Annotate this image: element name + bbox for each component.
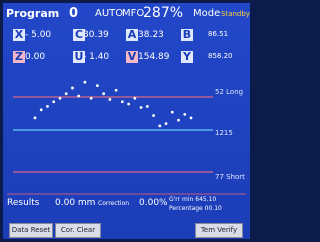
data-point	[52, 100, 55, 103]
correction: 0.00%	[139, 199, 168, 208]
data-point	[121, 100, 124, 103]
button[interactable]: Tem Verify	[195, 223, 243, 238]
data-point	[140, 106, 143, 109]
data-point	[77, 95, 80, 98]
data-point	[46, 105, 49, 108]
button[interactable]: Cor. Clear	[55, 223, 101, 238]
data-point	[127, 103, 130, 106]
data-point	[190, 116, 193, 119]
data-point	[177, 119, 180, 122]
data-point	[34, 116, 37, 119]
result-value: 0.00 mm	[55, 199, 95, 208]
data-point	[115, 89, 118, 92]
button[interactable]: Data Reset	[9, 223, 53, 238]
data-point	[171, 111, 174, 114]
data-point	[59, 97, 62, 100]
short-label: 77 Short	[215, 174, 245, 181]
data-point	[40, 108, 43, 111]
correction-label: Correction	[98, 201, 129, 207]
data-point	[183, 113, 186, 116]
data-point	[108, 98, 111, 101]
data-point	[102, 92, 105, 95]
data-point	[133, 97, 136, 100]
data-point	[165, 122, 168, 125]
long-label: 52 Long	[215, 89, 243, 96]
center-label: 1215	[215, 130, 233, 137]
data-point	[152, 114, 155, 117]
data-point	[90, 97, 93, 100]
data-point	[158, 125, 161, 128]
data-point	[71, 87, 74, 90]
data-point	[65, 92, 68, 95]
percentage: Percentage 00.10	[169, 206, 222, 212]
screen: Program 0 AUTO MFO 287% Mode Standby X- …	[3, 3, 250, 239]
data-point	[96, 84, 99, 87]
data-point	[146, 105, 149, 108]
data-point	[84, 81, 87, 84]
results-label: Results	[7, 199, 40, 208]
grr: G'rr min 645.10	[169, 197, 216, 203]
